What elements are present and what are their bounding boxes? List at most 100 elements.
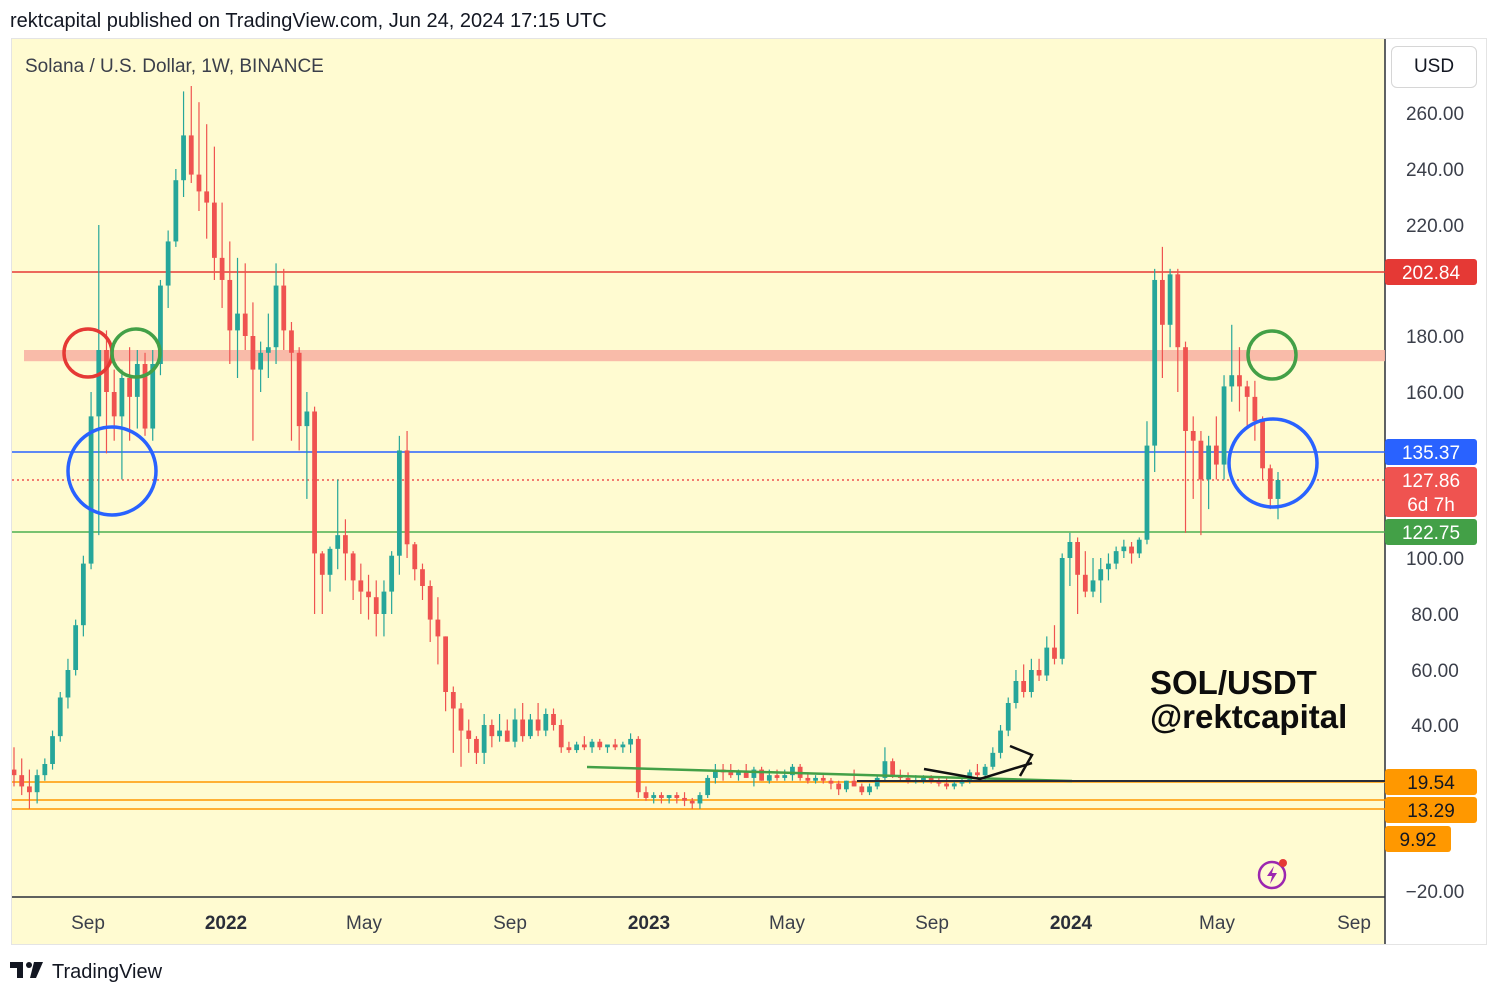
candle-body <box>196 174 202 192</box>
candle-body <box>659 795 664 798</box>
watermark-line-1: SOL/USDT <box>1150 664 1317 701</box>
candle-body <box>820 777 826 781</box>
time-tick-label: May <box>1199 913 1235 934</box>
candle-body <box>1059 558 1065 659</box>
candle-body <box>951 783 957 787</box>
candle-body <box>474 738 479 753</box>
candle-body <box>327 548 333 575</box>
candle-body <box>1113 551 1119 564</box>
candle-body <box>188 135 194 175</box>
candle-body <box>551 714 556 725</box>
candle-body <box>1129 546 1134 554</box>
candle-body <box>874 777 880 787</box>
candle-body <box>181 135 186 181</box>
candle-body <box>304 411 310 427</box>
candle-body <box>296 352 302 427</box>
candle-body <box>204 191 210 203</box>
candle-body <box>350 553 356 581</box>
candlestick-chart[interactable]: 260.00 240.00 220.00 180.00 160.00 100.00 80.0… <box>12 39 1486 944</box>
candle-body <box>1167 274 1173 325</box>
price-tick-label: 60.00 <box>1411 661 1459 682</box>
candle-body <box>1244 386 1250 397</box>
candle-body <box>643 792 649 798</box>
candle-body <box>689 800 695 804</box>
candle-body <box>50 736 55 765</box>
candle-body <box>489 725 495 737</box>
candle-body <box>905 777 911 781</box>
candle-body <box>258 352 264 370</box>
candle-body <box>158 285 163 364</box>
candle-body <box>589 741 595 748</box>
candle-body <box>975 772 980 776</box>
candle-body <box>80 563 86 626</box>
watermark-line-2: @rektcapital <box>1150 698 1348 735</box>
candle-body <box>766 775 772 781</box>
time-tick-label: May <box>346 913 382 934</box>
candle-body <box>111 392 117 417</box>
time-tick-label: 2023 <box>628 913 670 934</box>
time-tick-label: Sep <box>71 913 105 934</box>
candle-body <box>859 786 865 793</box>
symbol-title[interactable]: Solana / U.S. Dollar, 1W, BINANCE <box>25 56 324 77</box>
price-tick-label: 40.00 <box>1411 716 1459 737</box>
footer: TradingView <box>10 960 162 985</box>
candle-body <box>265 347 271 353</box>
candle-body <box>1260 421 1265 469</box>
candle-body <box>998 730 1003 753</box>
candle-body <box>1198 440 1204 480</box>
time-tick-label: Sep <box>493 913 527 934</box>
candle-body <box>412 544 418 570</box>
candle-body <box>273 285 279 348</box>
price-badge-label: 122.75 <box>1402 523 1460 544</box>
candle-body <box>1213 445 1219 465</box>
candle-body <box>774 775 780 778</box>
candle-body <box>142 364 148 429</box>
candle-body <box>250 336 256 370</box>
time-tick-label: 2022 <box>205 913 247 934</box>
candle-body <box>1106 563 1111 570</box>
chart-container[interactable]: 260.00 240.00 220.00 180.00 160.00 100.00 80.0… <box>11 38 1487 945</box>
candle-body <box>574 744 580 751</box>
candle-body <box>96 350 102 417</box>
price-badge-countdown: 6d 7h <box>1407 495 1455 516</box>
candle-body <box>242 313 248 336</box>
candle-body <box>1183 347 1188 431</box>
footer-brand: TradingView <box>52 961 163 983</box>
drawings-group <box>62 327 1385 783</box>
candle-body <box>1028 670 1034 692</box>
price-badge-label: 127.86 <box>1402 471 1460 492</box>
currency-button[interactable]: USD <box>1391 46 1477 88</box>
candle-body <box>150 364 156 429</box>
candle-body <box>289 330 294 353</box>
price-tick-label: 220.00 <box>1406 216 1464 237</box>
annotation-circle-blue <box>1227 417 1319 509</box>
candle-body <box>119 378 125 417</box>
candle-body <box>134 364 140 397</box>
price-badge-label: 202.84 <box>1402 263 1461 284</box>
candle-body <box>165 241 171 286</box>
candle-body <box>219 257 225 280</box>
candle-body <box>88 416 94 564</box>
lightning-icon[interactable] <box>1256 858 1288 890</box>
candle-body <box>343 535 348 554</box>
candle-body <box>543 714 549 731</box>
candle-body <box>1237 375 1242 387</box>
candle-body <box>366 591 371 598</box>
chart-watermark: SOL/USDT @rektcapital <box>1150 666 1347 734</box>
candle-body <box>497 730 502 737</box>
candle-body <box>512 719 518 742</box>
candle-body <box>27 786 32 793</box>
resistance-zone <box>24 350 1385 362</box>
candle-body <box>844 780 849 790</box>
candle-body <box>312 411 317 554</box>
candle-body <box>566 747 572 751</box>
candle-body <box>281 285 287 331</box>
candle-body <box>605 744 610 748</box>
tradingview-logo-icon[interactable] <box>10 960 46 985</box>
price-tick-label: 80.00 <box>1411 605 1459 626</box>
candle-body <box>19 775 25 787</box>
candle-body <box>1036 670 1042 676</box>
candle-body <box>450 692 456 709</box>
candle-body <box>1098 569 1104 581</box>
candle-body <box>104 350 109 392</box>
